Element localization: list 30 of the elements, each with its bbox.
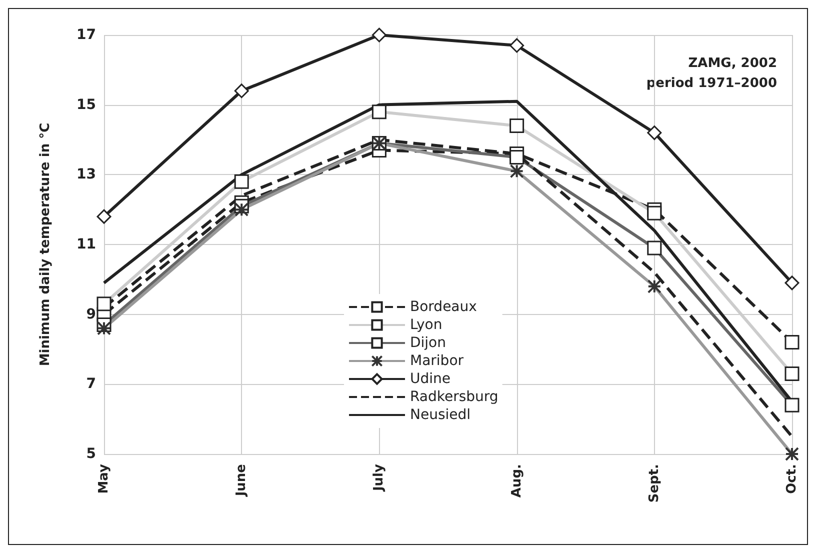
legend-label: Neusiedl: [410, 407, 471, 423]
point: [96, 209, 112, 224]
x-tick-label: Sept.: [646, 464, 662, 503]
x-tick-label: May: [96, 463, 112, 494]
y-tick-label: 9: [86, 306, 96, 322]
legend-label: Dijon: [410, 335, 446, 351]
y-tick-label: 15: [76, 96, 96, 113]
annotation: period 1971–2000: [646, 76, 777, 91]
point: [372, 28, 386, 42]
legend-label: Radkersburg: [410, 389, 498, 405]
y-tick-label: 7: [86, 376, 96, 392]
y-axis-title: Minimum daily temperature in °C: [38, 122, 53, 366]
y-tick-label: 13: [76, 166, 96, 183]
point: [234, 84, 249, 98]
legend-label: Udine: [410, 371, 451, 387]
point: [784, 335, 800, 350]
y-tick-label: 11: [76, 236, 96, 252]
legend-label: Lyon: [410, 317, 442, 333]
point: [510, 38, 524, 53]
y-tick-label: 17: [76, 27, 96, 43]
x-tick-label: June: [234, 464, 250, 498]
legend-label: Maribor: [410, 353, 464, 369]
x-tick-label: July: [372, 463, 387, 492]
legend-label: Bordeaux: [410, 299, 477, 315]
point: [647, 126, 662, 140]
annotation: ZAMG, 2002: [688, 56, 777, 71]
x-tick-label: Oct.: [784, 464, 800, 494]
point: [784, 276, 800, 290]
y-tick-label: 5: [86, 446, 96, 462]
x-tick-label: Aug.: [509, 464, 524, 498]
